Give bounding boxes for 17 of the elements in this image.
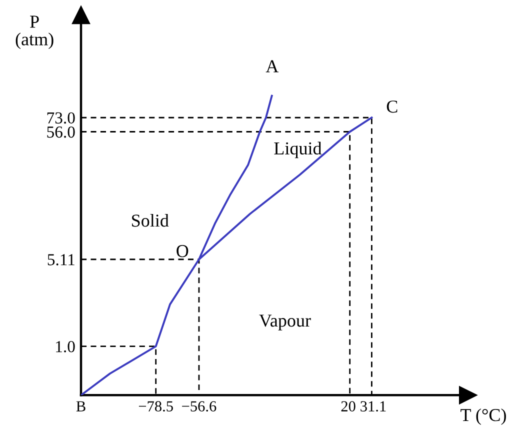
x-tick-label: −56.6	[182, 401, 216, 412]
x-tick-label: −78.5	[138, 401, 173, 412]
annotation: Solid	[132, 214, 169, 227]
y-tick-label: 1.0	[56, 341, 75, 352]
y-axis-title: P (atm)	[16, 16, 54, 50]
annotation: O	[176, 245, 188, 258]
y-tick-label: 73.0	[47, 112, 75, 124]
annotation: Liquid	[274, 142, 322, 158]
annotation: Vapour	[259, 314, 311, 330]
y-tick-label: 56.0	[47, 126, 75, 138]
x-tick-label: 20	[341, 401, 356, 412]
x-tick-label: B	[76, 401, 86, 412]
y-tick-label: 5.11	[48, 254, 74, 266]
x-axis-title: T (°C)	[460, 408, 506, 425]
x-tick-label: 31.1	[360, 401, 386, 412]
annotation: C	[386, 100, 398, 113]
annotation: A	[266, 60, 279, 72]
